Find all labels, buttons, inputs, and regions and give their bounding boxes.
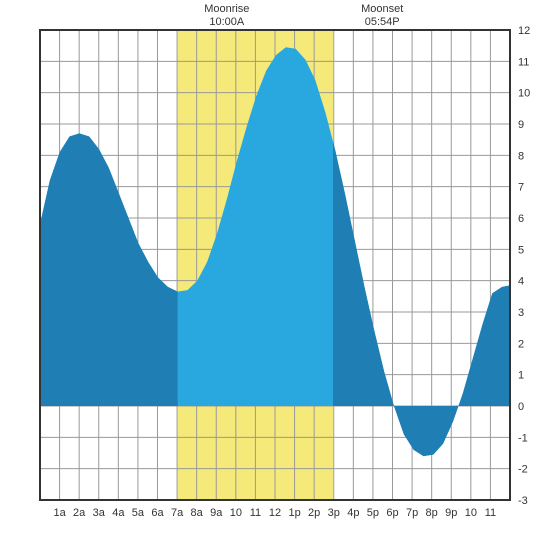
- x-tick-label: 9a: [210, 507, 223, 519]
- x-tick-label: 12: [269, 507, 281, 519]
- y-tick-label: 0: [518, 401, 524, 413]
- y-tick-label: 3: [518, 307, 524, 319]
- y-tick-label: 9: [518, 119, 524, 131]
- y-tick-label: 7: [518, 182, 524, 194]
- x-tick-label: 8a: [191, 507, 204, 519]
- annotation-label: Moonrise: [204, 3, 249, 15]
- x-tick-label: 5p: [367, 507, 379, 519]
- x-tick-label: 8p: [426, 507, 438, 519]
- y-tick-label: -2: [518, 464, 528, 476]
- y-tick-label: 8: [518, 150, 524, 162]
- annotation-time: 05:54P: [365, 16, 400, 28]
- x-tick-label: 2a: [73, 507, 86, 519]
- x-tick-label: 4p: [347, 507, 359, 519]
- y-tick-label: -3: [518, 495, 528, 507]
- annotation-time: 10:00A: [209, 16, 245, 28]
- x-tick-label: 6a: [151, 507, 164, 519]
- x-tick-label: 10: [465, 507, 477, 519]
- y-tick-label: 1: [518, 370, 524, 382]
- y-tick-label: 4: [518, 276, 524, 288]
- tide-chart: -3-2-101234567891011121a2a3a4a5a6a7a8a9a…: [0, 0, 550, 550]
- y-tick-label: 10: [518, 88, 530, 100]
- x-tick-label: 9p: [445, 507, 457, 519]
- x-tick-label: 4a: [112, 507, 125, 519]
- y-tick-label: 6: [518, 213, 524, 225]
- x-tick-label: 6p: [386, 507, 398, 519]
- x-tick-label: 10: [230, 507, 242, 519]
- y-tick-label: 12: [518, 25, 530, 37]
- annotation-label: Moonset: [361, 3, 403, 15]
- y-tick-label: 2: [518, 338, 524, 350]
- x-tick-label: 11: [250, 507, 261, 519]
- y-tick-label: -1: [518, 432, 528, 444]
- x-tick-label: 7a: [171, 507, 184, 519]
- x-tick-label: 1a: [53, 507, 66, 519]
- y-tick-label: 11: [518, 56, 529, 68]
- x-tick-label: 5a: [132, 507, 145, 519]
- x-tick-label: 7p: [406, 507, 418, 519]
- y-tick-label: 5: [518, 244, 524, 256]
- chart-svg: -3-2-101234567891011121a2a3a4a5a6a7a8a9a…: [0, 0, 550, 550]
- x-tick-label: 3p: [328, 507, 340, 519]
- x-tick-label: 1p: [288, 507, 300, 519]
- x-tick-label: 11: [485, 507, 496, 519]
- x-tick-label: 3a: [93, 507, 106, 519]
- x-tick-label: 2p: [308, 507, 320, 519]
